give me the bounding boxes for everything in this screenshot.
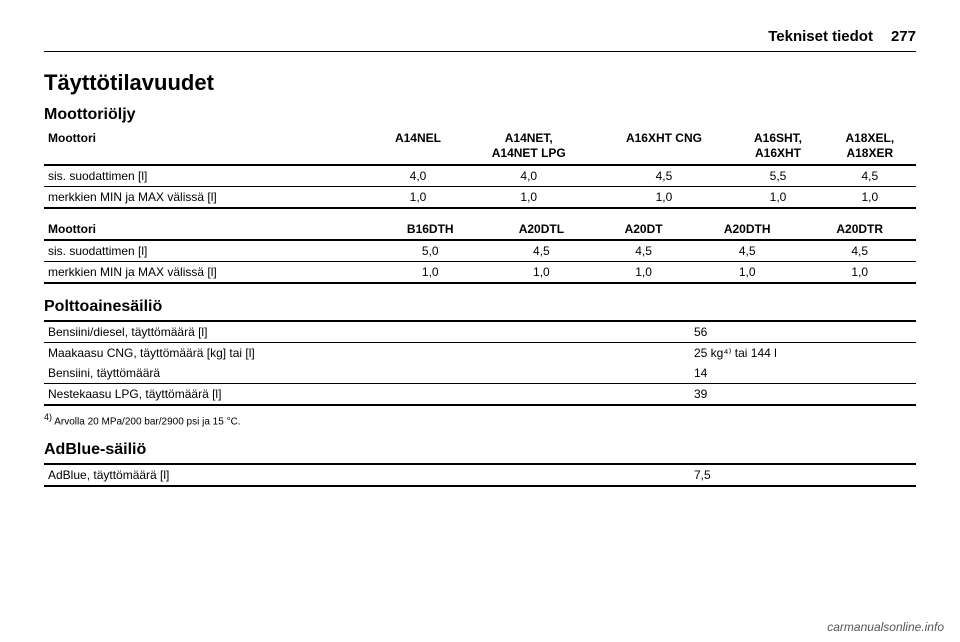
page-number: 277 [891,28,916,45]
section-title: Täyttötilavuudet [44,70,916,96]
oil1-col-3: A16SHT,A16XHT [732,128,823,165]
fuel-r0-label: Bensiini/diesel, täyttömäärä [l] [44,321,684,343]
oil1-r0-v2: 4,5 [596,165,733,187]
oil2-r1-v4: 1,0 [803,262,916,284]
adblue-label: AdBlue, täyttömäärä [l] [44,464,684,486]
oil1-col-1: A14NET,A14NET LPG [462,128,596,165]
oil2-col-0: B16DTH [374,219,487,240]
fuel-heading: Polttoainesäiliö [44,298,916,316]
oil1-r1-v3: 1,0 [732,187,823,209]
fuel-table: Bensiini/diesel, täyttömäärä [l] 56 Maak… [44,320,916,406]
oil2-col-4: A20DTR [803,219,916,240]
fuel-r2-value: 14 [684,363,916,384]
fuel-r2-label: Bensiini, täyttömäärä [44,363,684,384]
fuel-r0-value: 56 [684,321,916,343]
footnote: 4) Arvolla 20 MPa/200 bar/2900 psi ja 15… [44,412,916,427]
oil2-r0-v3: 4,5 [691,240,804,262]
oil1-r1-v4: 1,0 [824,187,916,209]
oil2-col-1: A20DTL [487,219,597,240]
oil1-r0-v0: 4,0 [374,165,462,187]
oil2-r1-v0: 1,0 [374,262,487,284]
oil1-r0-label: sis. suodattimen [l] [44,165,374,187]
watermark: carmanualsonline.info [827,620,944,634]
oil1-r1-v2: 1,0 [596,187,733,209]
oil1-r0-v1: 4,0 [462,165,596,187]
oil1-r1-v0: 1,0 [374,187,462,209]
footnote-marker: 4) [44,412,52,422]
oil1-col-2: A16XHT CNG [596,128,733,165]
chapter-title: Tekniset tiedot [768,28,873,45]
fuel-r3-value: 39 [684,384,916,406]
oil2-r1-v3: 1,0 [691,262,804,284]
adblue-value: 7,5 [684,464,916,486]
oil1-r1-v1: 1,0 [462,187,596,209]
oil1-col-4: A18XEL,A18XER [824,128,916,165]
footnote-text: Arvolla 20 MPa/200 bar/2900 psi ja 15 °C… [54,416,240,427]
fuel-r3-label: Nestekaasu LPG, täyttömäärä [l] [44,384,684,406]
oil2-r0-v2: 4,5 [596,240,691,262]
oil1-col-0: A14NEL [374,128,462,165]
oil-table-1: Moottori A14NEL A14NET,A14NET LPG A16XHT… [44,128,916,209]
fuel-r1-value: 25 kg⁴⁾ tai 144 l [684,343,916,364]
oil2-r0-v0: 5,0 [374,240,487,262]
oil-table-2: Moottori B16DTH A20DTL A20DT A20DTH A20D… [44,219,916,284]
oil2-r1-label: merkkien MIN ja MAX välissä [l] [44,262,374,284]
oil-heading: Moottoriöljy [44,106,916,124]
oil2-r1-v1: 1,0 [487,262,597,284]
oil-row-label: Moottori [44,128,374,165]
adblue-heading: AdBlue-säiliö [44,441,916,459]
fuel-r1-label: Maakaasu CNG, täyttömäärä [kg] tai [l] [44,343,684,364]
oil-row-label-2: Moottori [44,219,374,240]
oil2-r0-v4: 4,5 [803,240,916,262]
oil2-col-2: A20DT [596,219,691,240]
adblue-table: AdBlue, täyttömäärä [l] 7,5 [44,463,916,487]
oil2-col-3: A20DTH [691,219,804,240]
oil1-r1-label: merkkien MIN ja MAX välissä [l] [44,187,374,209]
oil1-r0-v4: 4,5 [824,165,916,187]
oil1-r0-v3: 5,5 [732,165,823,187]
oil2-r1-v2: 1,0 [596,262,691,284]
oil2-r0-v1: 4,5 [487,240,597,262]
oil2-r0-label: sis. suodattimen [l] [44,240,374,262]
